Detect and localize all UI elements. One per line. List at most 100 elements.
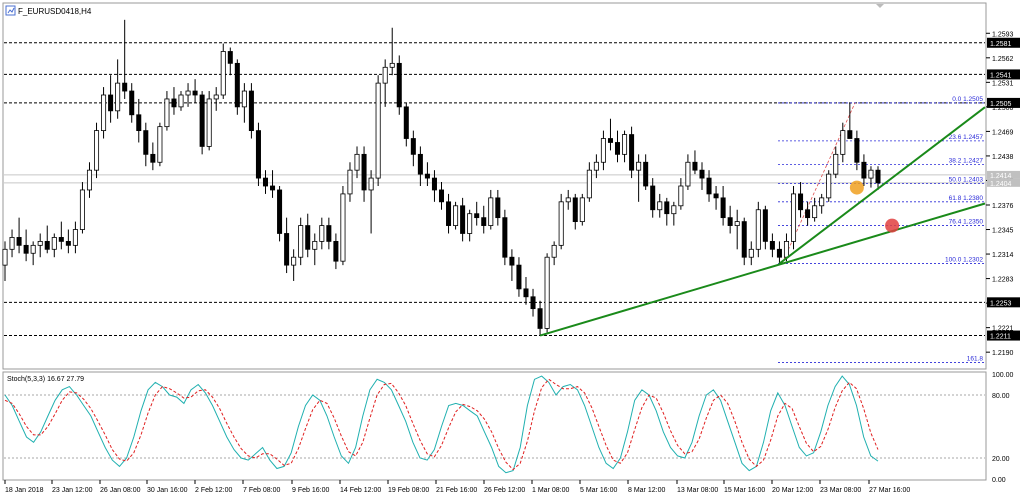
- price-panel-frame: [2, 2, 987, 370]
- candle-down: [431, 177, 437, 191]
- candle-down: [523, 288, 529, 298]
- candle-up: [868, 169, 874, 179]
- candle-down: [333, 240, 339, 262]
- candle-down: [713, 193, 719, 199]
- candle-up: [291, 256, 297, 266]
- candle-down: [741, 221, 747, 258]
- time-tick-label: 7 Feb 08:00: [243, 487, 280, 494]
- candle-down: [692, 161, 698, 171]
- candle-down: [248, 90, 254, 132]
- candle-down: [262, 177, 269, 187]
- candle-down: [424, 173, 430, 179]
- candle-down: [502, 217, 508, 258]
- candle-down: [410, 138, 416, 155]
- price-tick-label: 1.2500: [992, 105, 1014, 112]
- candle-up: [340, 193, 346, 262]
- axis-layer: 1.2593 1.2562 1.2531 1.2500 1.2469 1.2438 1.24…: [4, 31, 1020, 494]
- candle-down: [474, 213, 480, 219]
- candle-down: [446, 201, 452, 226]
- candle-up: [206, 98, 212, 147]
- candle-down: [108, 94, 114, 112]
- candle-down: [861, 161, 867, 179]
- candle-up: [164, 98, 170, 128]
- price-tick-label: 1.2531: [992, 80, 1014, 87]
- price-tick-label: 1.2283: [992, 277, 1014, 284]
- fib-level-label: 23.6 1.2457: [949, 134, 984, 141]
- trendline: [778, 106, 986, 265]
- candle-up: [791, 193, 797, 242]
- stoch-panel-frame: [2, 371, 987, 481]
- candle-down: [136, 114, 142, 132]
- time-tick-label: 8 Mar 12:00: [628, 487, 665, 494]
- candle-up: [565, 197, 571, 203]
- candle-up: [79, 189, 85, 230]
- candle-up: [819, 197, 825, 207]
- candle-up: [734, 221, 740, 226]
- candle-down: [805, 209, 811, 219]
- candle-down: [776, 248, 782, 258]
- candle-up: [678, 185, 684, 207]
- candle-up: [579, 197, 585, 223]
- current-price-label: 1.2404: [990, 181, 1012, 188]
- candle-up: [94, 130, 100, 171]
- chart-title: F_EURUSD0418,H4: [18, 7, 92, 16]
- candle-up: [51, 237, 57, 250]
- candle-down: [234, 62, 240, 108]
- candle-up: [488, 197, 494, 226]
- price-tick-label: 1.2190: [992, 350, 1014, 357]
- candle-down: [199, 94, 205, 147]
- time-tick-label: 1 Mar 08:00: [532, 487, 569, 494]
- candle-up: [312, 240, 318, 250]
- price-tick-label: 1.2469: [992, 129, 1014, 136]
- time-tick-label: 23 Mar 08:00: [820, 487, 861, 494]
- candle-up: [840, 130, 846, 155]
- candle-down: [847, 130, 853, 139]
- stoch-tick-label: 20.00: [992, 456, 1010, 463]
- candle-up: [30, 244, 36, 254]
- price-tick-label: 1.2314: [992, 252, 1014, 259]
- stoch-main-line: [4, 375, 879, 474]
- candle-down: [537, 308, 543, 329]
- level-price-tag: [987, 37, 1020, 48]
- candle-down: [171, 98, 177, 108]
- candle-down: [727, 217, 733, 226]
- candle-up: [115, 82, 121, 112]
- candle-down: [643, 161, 649, 187]
- candle-up: [544, 256, 550, 329]
- candle-up: [622, 134, 628, 155]
- candle-down: [58, 237, 64, 242]
- candle-down: [699, 169, 705, 179]
- candle-up: [551, 244, 557, 258]
- fib-level-label: 50.0 1.2403: [949, 177, 984, 184]
- candle-down: [614, 142, 621, 155]
- touch-marker-orange: [849, 180, 864, 195]
- current-price-tag: [987, 178, 1020, 187]
- price-layer: 0.0 1.2505 23.6 1.2457 38.2 1.2427 50.0 1.2…: [2, 19, 986, 363]
- candle-up: [241, 90, 247, 108]
- time-tick-label: 20 Mar 12:00: [772, 487, 813, 494]
- time-tick-label: 26 Jan 08:00: [100, 487, 141, 494]
- candle-up: [37, 240, 43, 246]
- time-tick-label: 23 Jan 12:00: [52, 487, 93, 494]
- level-price-tag: [987, 69, 1020, 80]
- candle-down: [629, 134, 635, 171]
- price-tick-label: 1.2376: [992, 203, 1014, 210]
- candle-up: [178, 94, 184, 108]
- candle-up: [368, 177, 374, 191]
- candle-up: [319, 225, 325, 242]
- level-price-label: 1.2581: [990, 41, 1012, 48]
- scroll-shift-marker[interactable]: [876, 4, 884, 8]
- candle-down: [192, 90, 198, 96]
- candle-down: [875, 169, 881, 184]
- level-price-label: 1.2541: [990, 72, 1012, 79]
- candle-down: [270, 185, 276, 191]
- candle-up: [347, 169, 353, 195]
- level-price-tag: [987, 330, 1020, 341]
- current-price-label: 1.2414: [990, 173, 1012, 180]
- candle-down: [277, 189, 283, 234]
- candle-down: [403, 106, 409, 139]
- candle-up: [833, 153, 839, 175]
- candle-up: [748, 248, 754, 258]
